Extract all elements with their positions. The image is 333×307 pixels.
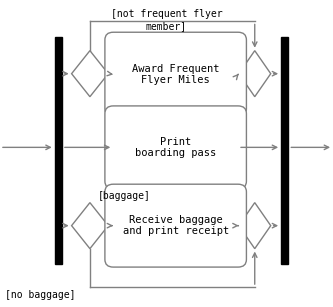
Polygon shape bbox=[72, 203, 108, 249]
Polygon shape bbox=[239, 51, 271, 97]
Text: Print
boarding pass: Print boarding pass bbox=[135, 137, 216, 158]
Polygon shape bbox=[72, 51, 108, 97]
Polygon shape bbox=[239, 203, 271, 249]
FancyBboxPatch shape bbox=[105, 106, 246, 189]
FancyBboxPatch shape bbox=[105, 184, 246, 267]
FancyBboxPatch shape bbox=[105, 32, 246, 117]
Text: [no baggage]: [no baggage] bbox=[5, 290, 76, 300]
Text: [baggage]: [baggage] bbox=[98, 191, 151, 201]
Text: Receive baggage
and print receipt: Receive baggage and print receipt bbox=[123, 215, 229, 236]
Bar bbox=[55, 37, 62, 264]
Text: [not frequent flyer
member]: [not frequent flyer member] bbox=[111, 9, 222, 31]
Bar bbox=[281, 37, 288, 264]
Text: Award Frequent
Flyer Miles: Award Frequent Flyer Miles bbox=[132, 64, 219, 85]
